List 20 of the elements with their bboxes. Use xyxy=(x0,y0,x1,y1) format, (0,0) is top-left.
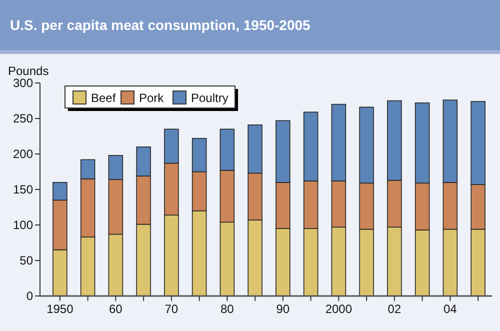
y-tick-label: 0 xyxy=(26,289,34,304)
legend-label: Beef xyxy=(91,91,116,105)
x-tick-label: 02 xyxy=(388,302,402,316)
legend-label: Poultry xyxy=(191,91,228,105)
y-tick-label: 300 xyxy=(12,76,34,90)
y-tick-label: 100 xyxy=(12,218,34,232)
x-tick-label: 90 xyxy=(276,302,290,316)
chart-title: U.S. per capita meat consumption, 1950-2005 xyxy=(10,17,311,33)
y-tick-label: 150 xyxy=(12,182,34,197)
x-tick-label: 1950 xyxy=(46,302,74,316)
x-tick-label: 80 xyxy=(220,302,234,316)
x-tick-label: 2000 xyxy=(325,302,352,316)
legend-label: Pork xyxy=(139,91,165,105)
y-axis-title: Pounds xyxy=(8,64,49,78)
x-tick-label: 60 xyxy=(109,302,123,316)
y-tick-label: 200 xyxy=(12,147,34,162)
y-tick-label: 50 xyxy=(20,254,34,268)
x-tick-label: 70 xyxy=(164,302,178,316)
y-tick-label: 250 xyxy=(12,112,34,126)
x-tick-label: 04 xyxy=(444,302,458,316)
